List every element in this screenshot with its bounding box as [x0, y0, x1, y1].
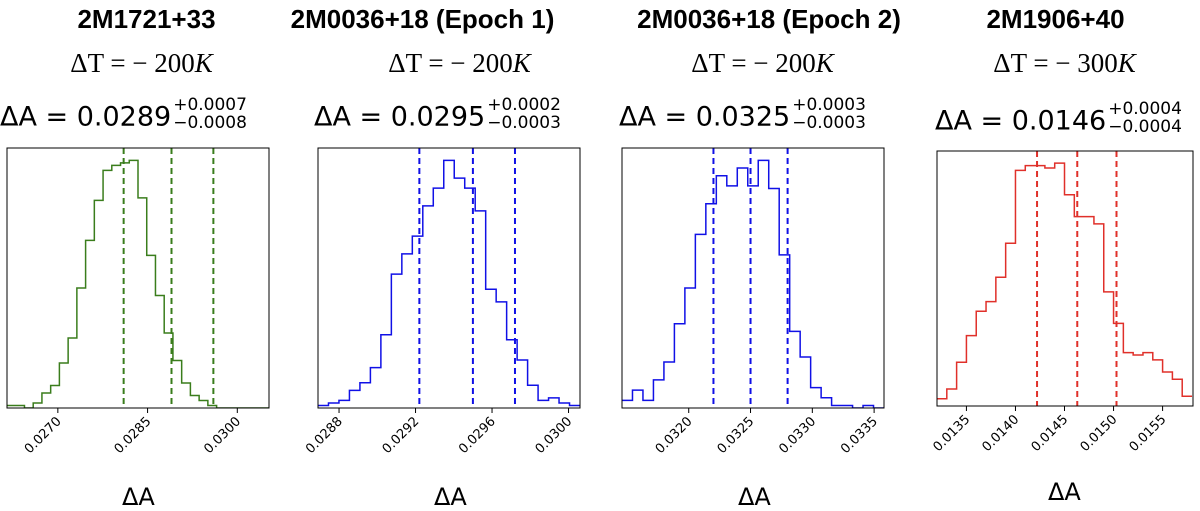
- panel-4-x-tick-label-3: 0.0145: [1029, 412, 1072, 455]
- panel-1-title: 2M1721+33: [77, 4, 216, 34]
- panel-2-err-plus: +0.0002: [487, 95, 561, 115]
- panel-3-x-tick-label-2: 0.0325: [715, 414, 758, 457]
- panel-4-delta-t: ΔT = − 300K: [923, 48, 1200, 79]
- panel-2-histogram: 0.0288 0.0292 0.0296 0.0300: [303, 147, 581, 457]
- panel-4-x-tick-label-1: 0.0135: [930, 412, 973, 455]
- panel-4-x-tick-label-2: 0.0140: [980, 412, 1023, 455]
- panel-1-x-axis-label: ΔA: [122, 483, 155, 511]
- panel-4-x-tick-label-4: 0.0150: [1078, 412, 1121, 455]
- panel-4-title: 2M1906+40: [986, 4, 1125, 34]
- panel-2-delta-t-value: ΔT = − 200: [388, 48, 513, 78]
- panel-1-result: ΔA = 0.0289 +0.0007 −0.0008: [0, 96, 247, 136]
- panel-1-err-plus: +0.0007: [173, 95, 247, 115]
- panel-2-x-axis-label: ΔA: [434, 483, 467, 511]
- panel-2-x-tick-label-1: 0.0288: [303, 414, 346, 457]
- panel-3-err-plus: +0.0003: [792, 95, 866, 115]
- panel-2-x-tick-label-4: 0.0300: [533, 414, 576, 457]
- panel-3-x-axis-label: ΔA: [738, 483, 771, 511]
- panel-2-result: ΔA = 0.0295 +0.0002 −0.0003: [314, 96, 561, 136]
- panel-3-plot-frame: [621, 147, 885, 409]
- panel-2-histogram-step: [318, 159, 580, 407]
- panel-2-title: 2M0036+18 (Epoch 1): [290, 4, 555, 34]
- panel-3-title: 2M0036+18 (Epoch 2): [637, 4, 901, 34]
- panel-1-plot-frame: [6, 147, 270, 409]
- panel-1-histogram: 0.0270 0.0285 0.0300: [6, 147, 270, 457]
- panel-1-delta-t-value: ΔT = − 200: [70, 48, 195, 78]
- panel-1-delta-t: ΔT = − 200K: [0, 48, 283, 79]
- panel-2-x-tick-label-2: 0.0292: [380, 414, 423, 457]
- panel-2-result-value: ΔA = 0.0295: [314, 101, 486, 133]
- panel-4-result-value: ΔA = 0.0146: [935, 105, 1107, 137]
- panel-4-err-minus: −0.0004: [1108, 117, 1182, 137]
- panel-2-delta-t-unit: K: [512, 48, 531, 78]
- panel-1-delta-t-unit: K: [194, 48, 213, 78]
- panel-3-histogram-step: [622, 159, 884, 408]
- panel-4-histogram-step: [937, 162, 1193, 400]
- panel-3-histogram: 0.0320 0.0325 0.0330 0.0335: [621, 147, 885, 457]
- panel-2-plot-frame: [317, 147, 581, 409]
- panel-1-histogram-step: [7, 159, 269, 408]
- panel-3-result: ΔA = 0.0325 +0.0003 −0.0003: [619, 96, 866, 136]
- panel-3-result-value: ΔA = 0.0325: [619, 101, 791, 133]
- panel-2-err-minus: −0.0003: [487, 113, 561, 133]
- panel-3-x-tick-label-4: 0.0335: [838, 414, 881, 457]
- panel-1-x-tick-label-1: 0.0270: [22, 414, 65, 457]
- panel-3-x-tick-label-1: 0.0320: [653, 414, 696, 457]
- panel-4-result: ΔA = 0.0146 +0.0004 −0.0004: [935, 100, 1182, 140]
- panel-4-delta-t-value: ΔT = − 300: [993, 48, 1118, 78]
- panel-3-delta-t: ΔT = − 200K: [621, 48, 904, 79]
- panel-3-err-minus: −0.0003: [792, 113, 866, 133]
- panel-4-err-plus: +0.0004: [1108, 99, 1182, 119]
- panel-4-x-tick-label-5: 0.0155: [1127, 412, 1170, 455]
- panel-1-x-tick-label-3: 0.0300: [201, 414, 244, 457]
- panel-1-x-tick-label-2: 0.0285: [112, 414, 155, 457]
- panel-2-delta-t: ΔT = − 200K: [318, 48, 601, 79]
- panel-3-delta-t-unit: K: [815, 48, 834, 78]
- panel-1-result-value: ΔA = 0.0289: [0, 101, 172, 133]
- panel-4-delta-t-unit: K: [1117, 48, 1136, 78]
- panel-4-x-axis-label: ΔA: [1048, 478, 1081, 506]
- panel-3-x-tick-label-3: 0.0330: [776, 414, 819, 457]
- panel-4-histogram: 0.0135 0.0140 0.0145 0.0150 0.0155: [930, 150, 1194, 455]
- panel-2-x-tick-label-3: 0.0296: [456, 414, 499, 457]
- panel-1-err-minus: −0.0008: [173, 113, 247, 133]
- panel-3-delta-t-value: ΔT = − 200: [691, 48, 816, 78]
